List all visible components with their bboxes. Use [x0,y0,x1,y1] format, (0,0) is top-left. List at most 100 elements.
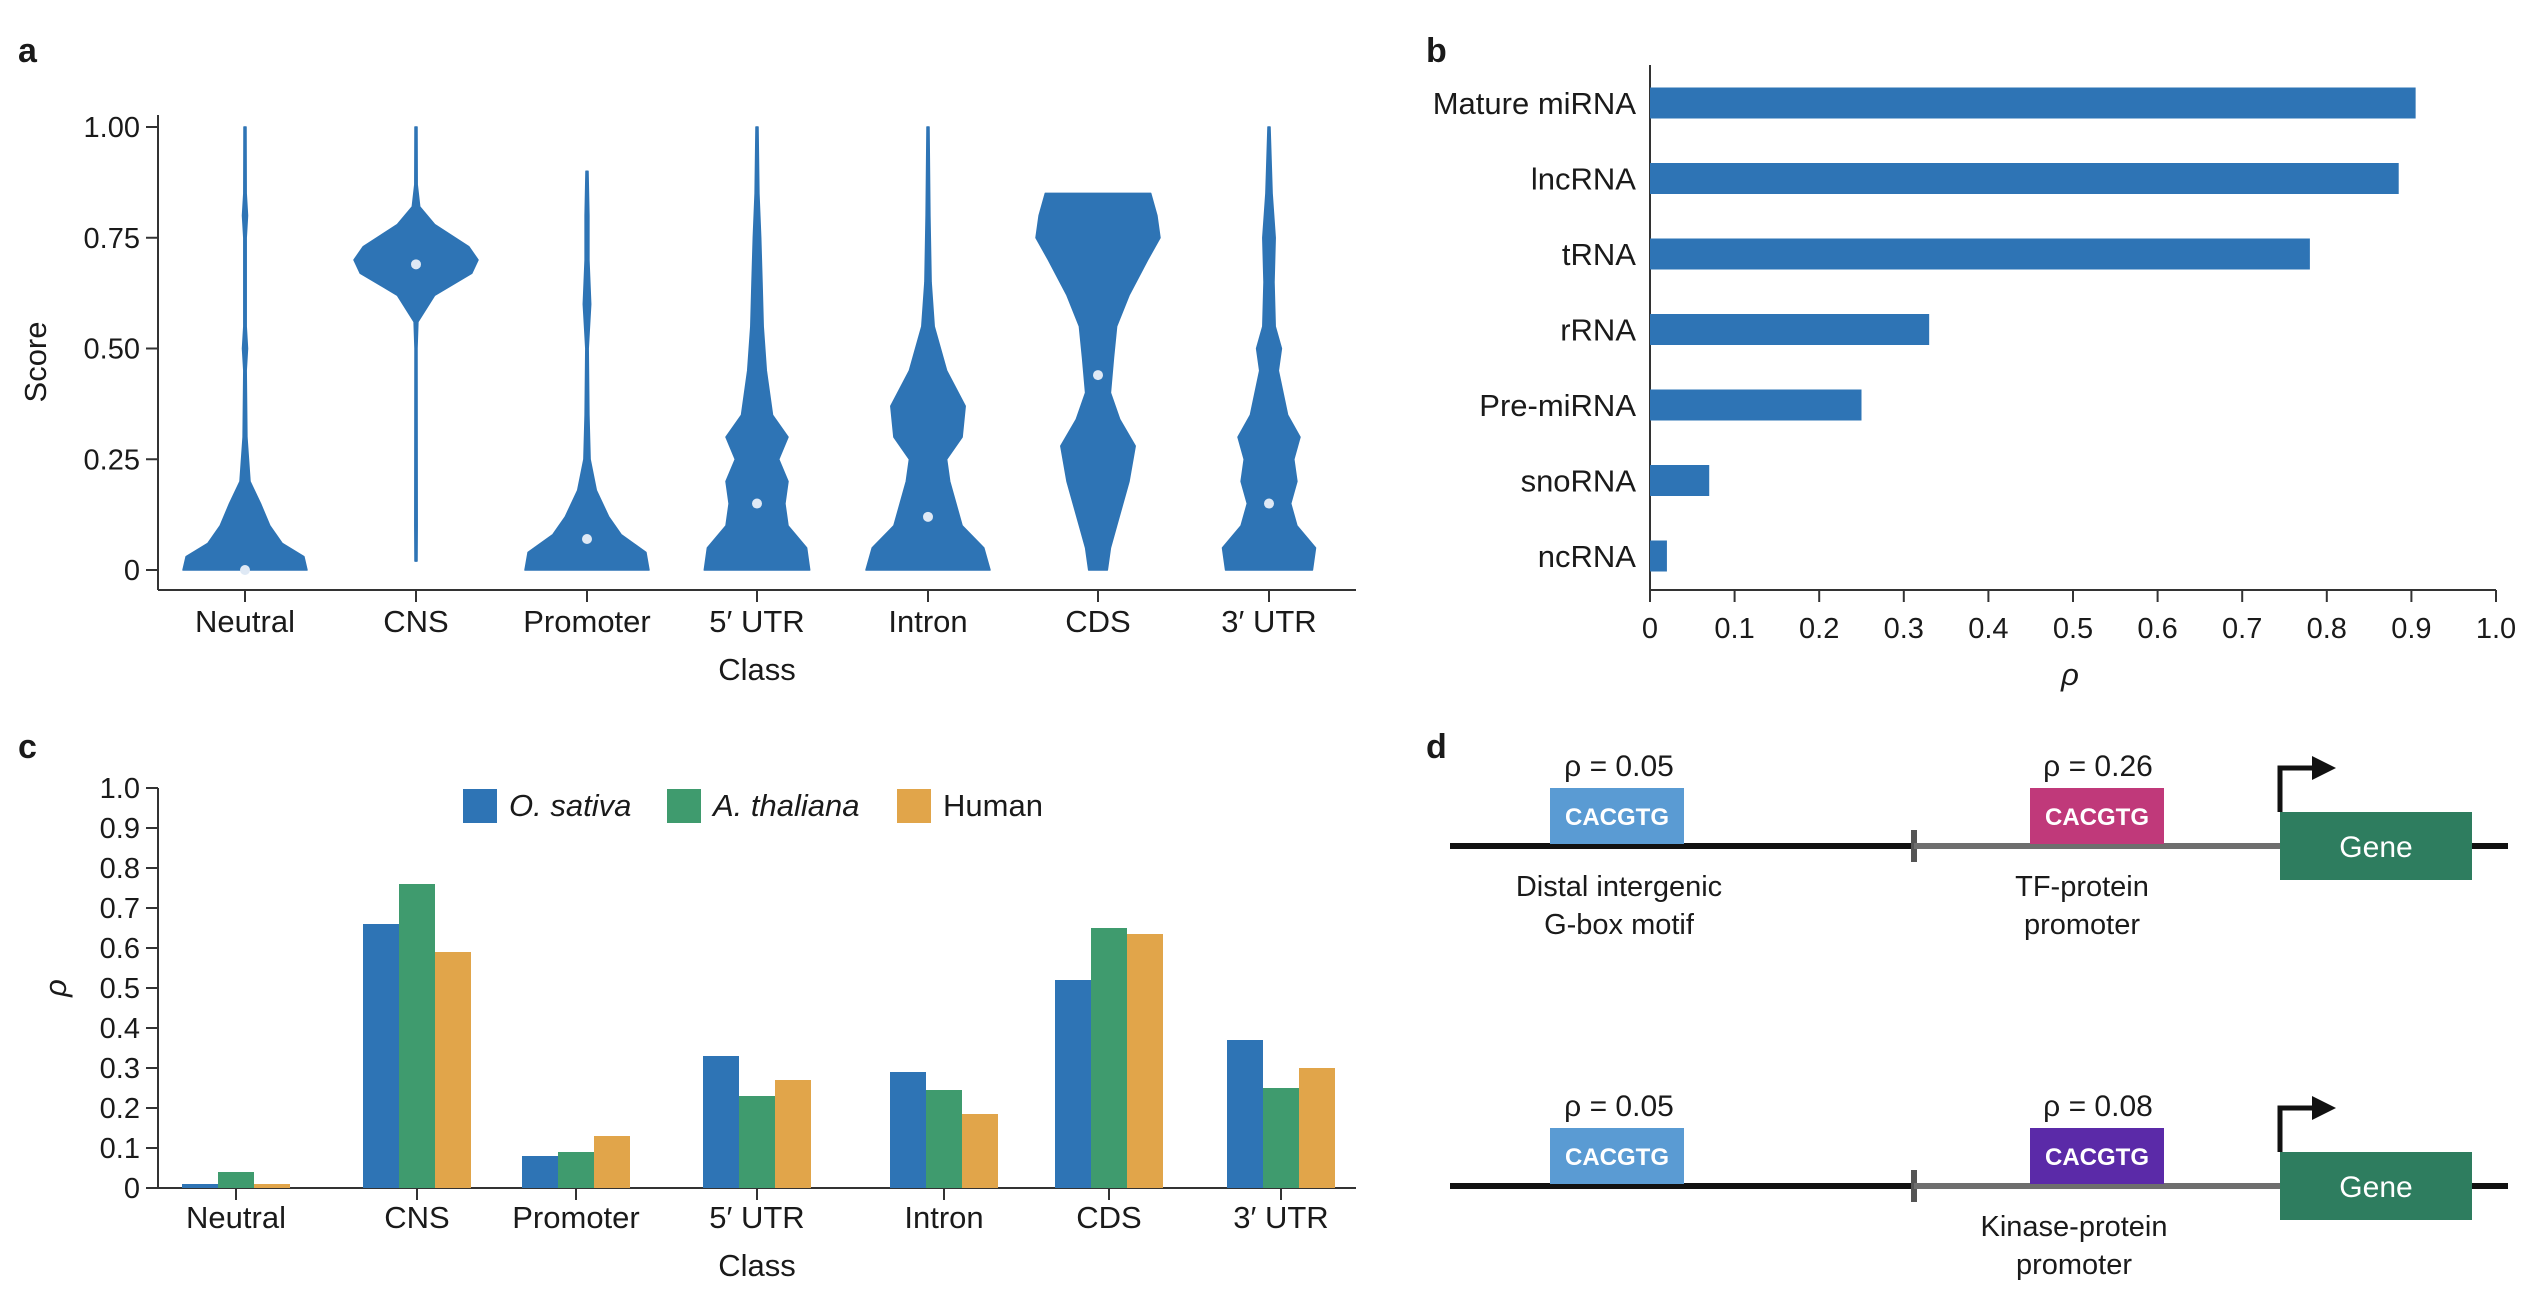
promoter-motif-box [2030,1128,2164,1184]
bar-athaliana [218,1172,254,1188]
panel-b-bars: Mature miRNA lncRNA tRNA rRNA Pre-miRNA snoRN… [1433,86,2416,574]
bar-athaliana [739,1096,775,1188]
bar-osativa [182,1184,218,1188]
y-tick-label: 0.4 [100,1013,140,1045]
promoter-description-line-2: promoter [2016,1249,2132,1281]
violin-neutral [182,126,308,571]
distal-description-line-2: G-box motif [1544,909,1695,941]
y-category-label: Pre-miRNA [1479,388,1636,423]
violin-intron [865,126,991,571]
violin-cns [353,126,479,562]
violin-median-point [923,511,933,522]
violin-median-point [582,533,592,544]
violin-3utr [1221,126,1317,571]
bar-human [962,1114,998,1188]
gene-label: Gene [2339,1171,2412,1204]
x-category-label: 5′ UTR [709,604,804,639]
panel-d-row-2: ρ = 0.05 CACGTG ρ = 0.08 CACGTG Kinase-p… [1450,1090,2508,1281]
x-category-label: 5′ UTR [709,1200,804,1235]
distal-motif-box [1550,1128,1684,1184]
x-category-label: CDS [1065,604,1130,639]
tss-arrowhead-icon [2312,756,2336,780]
x-tick-label: 1.0 [2476,613,2516,645]
bar-osativa [363,924,399,1188]
x-category-label: Neutral [186,1200,286,1235]
bar-athaliana [399,884,435,1188]
y-category-label: snoRNA [1521,464,1637,499]
x-category-label: Intron [904,1200,983,1235]
x-tick-label: 0.1 [1714,613,1754,645]
y-tick-label: 0.1 [100,1133,140,1165]
x-tick-label: 0.8 [2307,613,2347,645]
bar-athaliana [558,1152,594,1188]
x-tick-label: 0.3 [1884,613,1924,645]
x-tick-label: 0.5 [2053,613,2093,645]
panel-c-bars [182,884,1335,1188]
panel-d-row-1: ρ = 0.05 CACGTG Distal intergenic G-box … [1450,750,2508,941]
promoter-description-line-2: promoter [2024,909,2140,941]
panel-a-x-label: Class [718,652,796,687]
y-tick-label: 0.7 [100,893,140,925]
bar-human [775,1080,811,1188]
gene-label: Gene [2339,831,2412,864]
distal-motif-box [1550,788,1684,844]
panel-a-violins [182,126,1317,575]
promoter-motif-box [2030,788,2164,844]
x-category-label: CDS [1076,1200,1141,1235]
panel-c-letter: c [18,728,37,766]
bar-trna [1650,238,2310,270]
bar-rrna [1650,314,1930,345]
gene-box [2280,812,2472,880]
violin-5utr [703,126,811,571]
bar-ncrna [1650,540,1667,572]
x-tick-label: 0.9 [2391,613,2431,645]
x-tick-label: 0 [1642,613,1658,645]
bar-osativa [522,1156,558,1188]
tss-arrowhead-icon [2312,1096,2336,1120]
legend-label: O. sativa [509,788,631,823]
bar-human [1299,1068,1335,1188]
legend-swatch [667,789,701,823]
tss-arrow-icon [2277,765,2322,812]
panel-d-letter: d [1426,728,1447,766]
distal-motif-label: CACGTG [1565,804,1669,831]
promoter-description-line-1: Kinase-protein [1981,1211,2168,1243]
promoter-motif-label: CACGTG [2045,804,2149,831]
violin-median-point [240,565,250,575]
panel-a-y-ticks: 0 0.25 0.50 0.75 1.00 [84,112,158,587]
legend-swatch [897,789,931,823]
bar-human [1127,934,1163,1188]
y-tick-label: 0 [124,555,140,587]
y-tick-label: 1.00 [84,112,140,144]
x-category-label: Neutral [195,604,295,639]
panel-c-grouped-bar-chart: c 0 0.1 0.2 0.3 0.4 0.5 0.6 0.7 0.8 0.9 1.0 Neutra… [18,728,1356,1283]
panel-b-x-label: ρ [2060,657,2079,692]
panel-d-schematic: d ρ = 0.05 CACGTG Distal intergenic G-bo… [1426,728,2508,1281]
x-category-label: CNS [384,1200,449,1235]
x-tick-label: 0.2 [1799,613,1839,645]
x-tick-label: 0.4 [1968,613,2008,645]
panel-c-x-categories: Neutral CNS Promoter 5′ UTR Intron CDS 3′ UTR [186,1188,1329,1235]
distal-description-line-1: Distal intergenic [1516,871,1722,903]
panel-b-x-ticks: 0 0.1 0.2 0.3 0.4 0.5 0.6 0.7 0.8 0.9 1.0 [1642,590,2516,645]
bar-osativa [1055,980,1091,1188]
y-tick-label: 0.8 [100,853,140,885]
legend-label: A. thaliana [711,788,860,823]
y-tick-label: 0.50 [84,334,140,366]
violin-cds [1035,192,1161,571]
panel-b-bar-chart: b Mature miRNA lncRNA tRNA rRNA Pre-miRNA sno… [1426,32,2516,692]
y-category-label: ncRNA [1538,539,1637,574]
promoter-rho-label: ρ = 0.26 [2043,750,2153,783]
gene-box [2280,1152,2472,1220]
tss-arrow-icon [2277,1105,2322,1152]
y-category-label: lncRNA [1531,162,1636,197]
bar-osativa [890,1072,926,1188]
panel-c-legend: O. sativa A. thaliana Human [463,788,1043,823]
violin-median-point [1264,498,1274,509]
y-category-label: rRNA [1560,313,1636,348]
y-tick-label: 0.5 [100,973,140,1005]
bar-snorna [1650,465,1710,496]
bar-osativa [1227,1040,1263,1188]
bar-athaliana [1263,1088,1299,1188]
